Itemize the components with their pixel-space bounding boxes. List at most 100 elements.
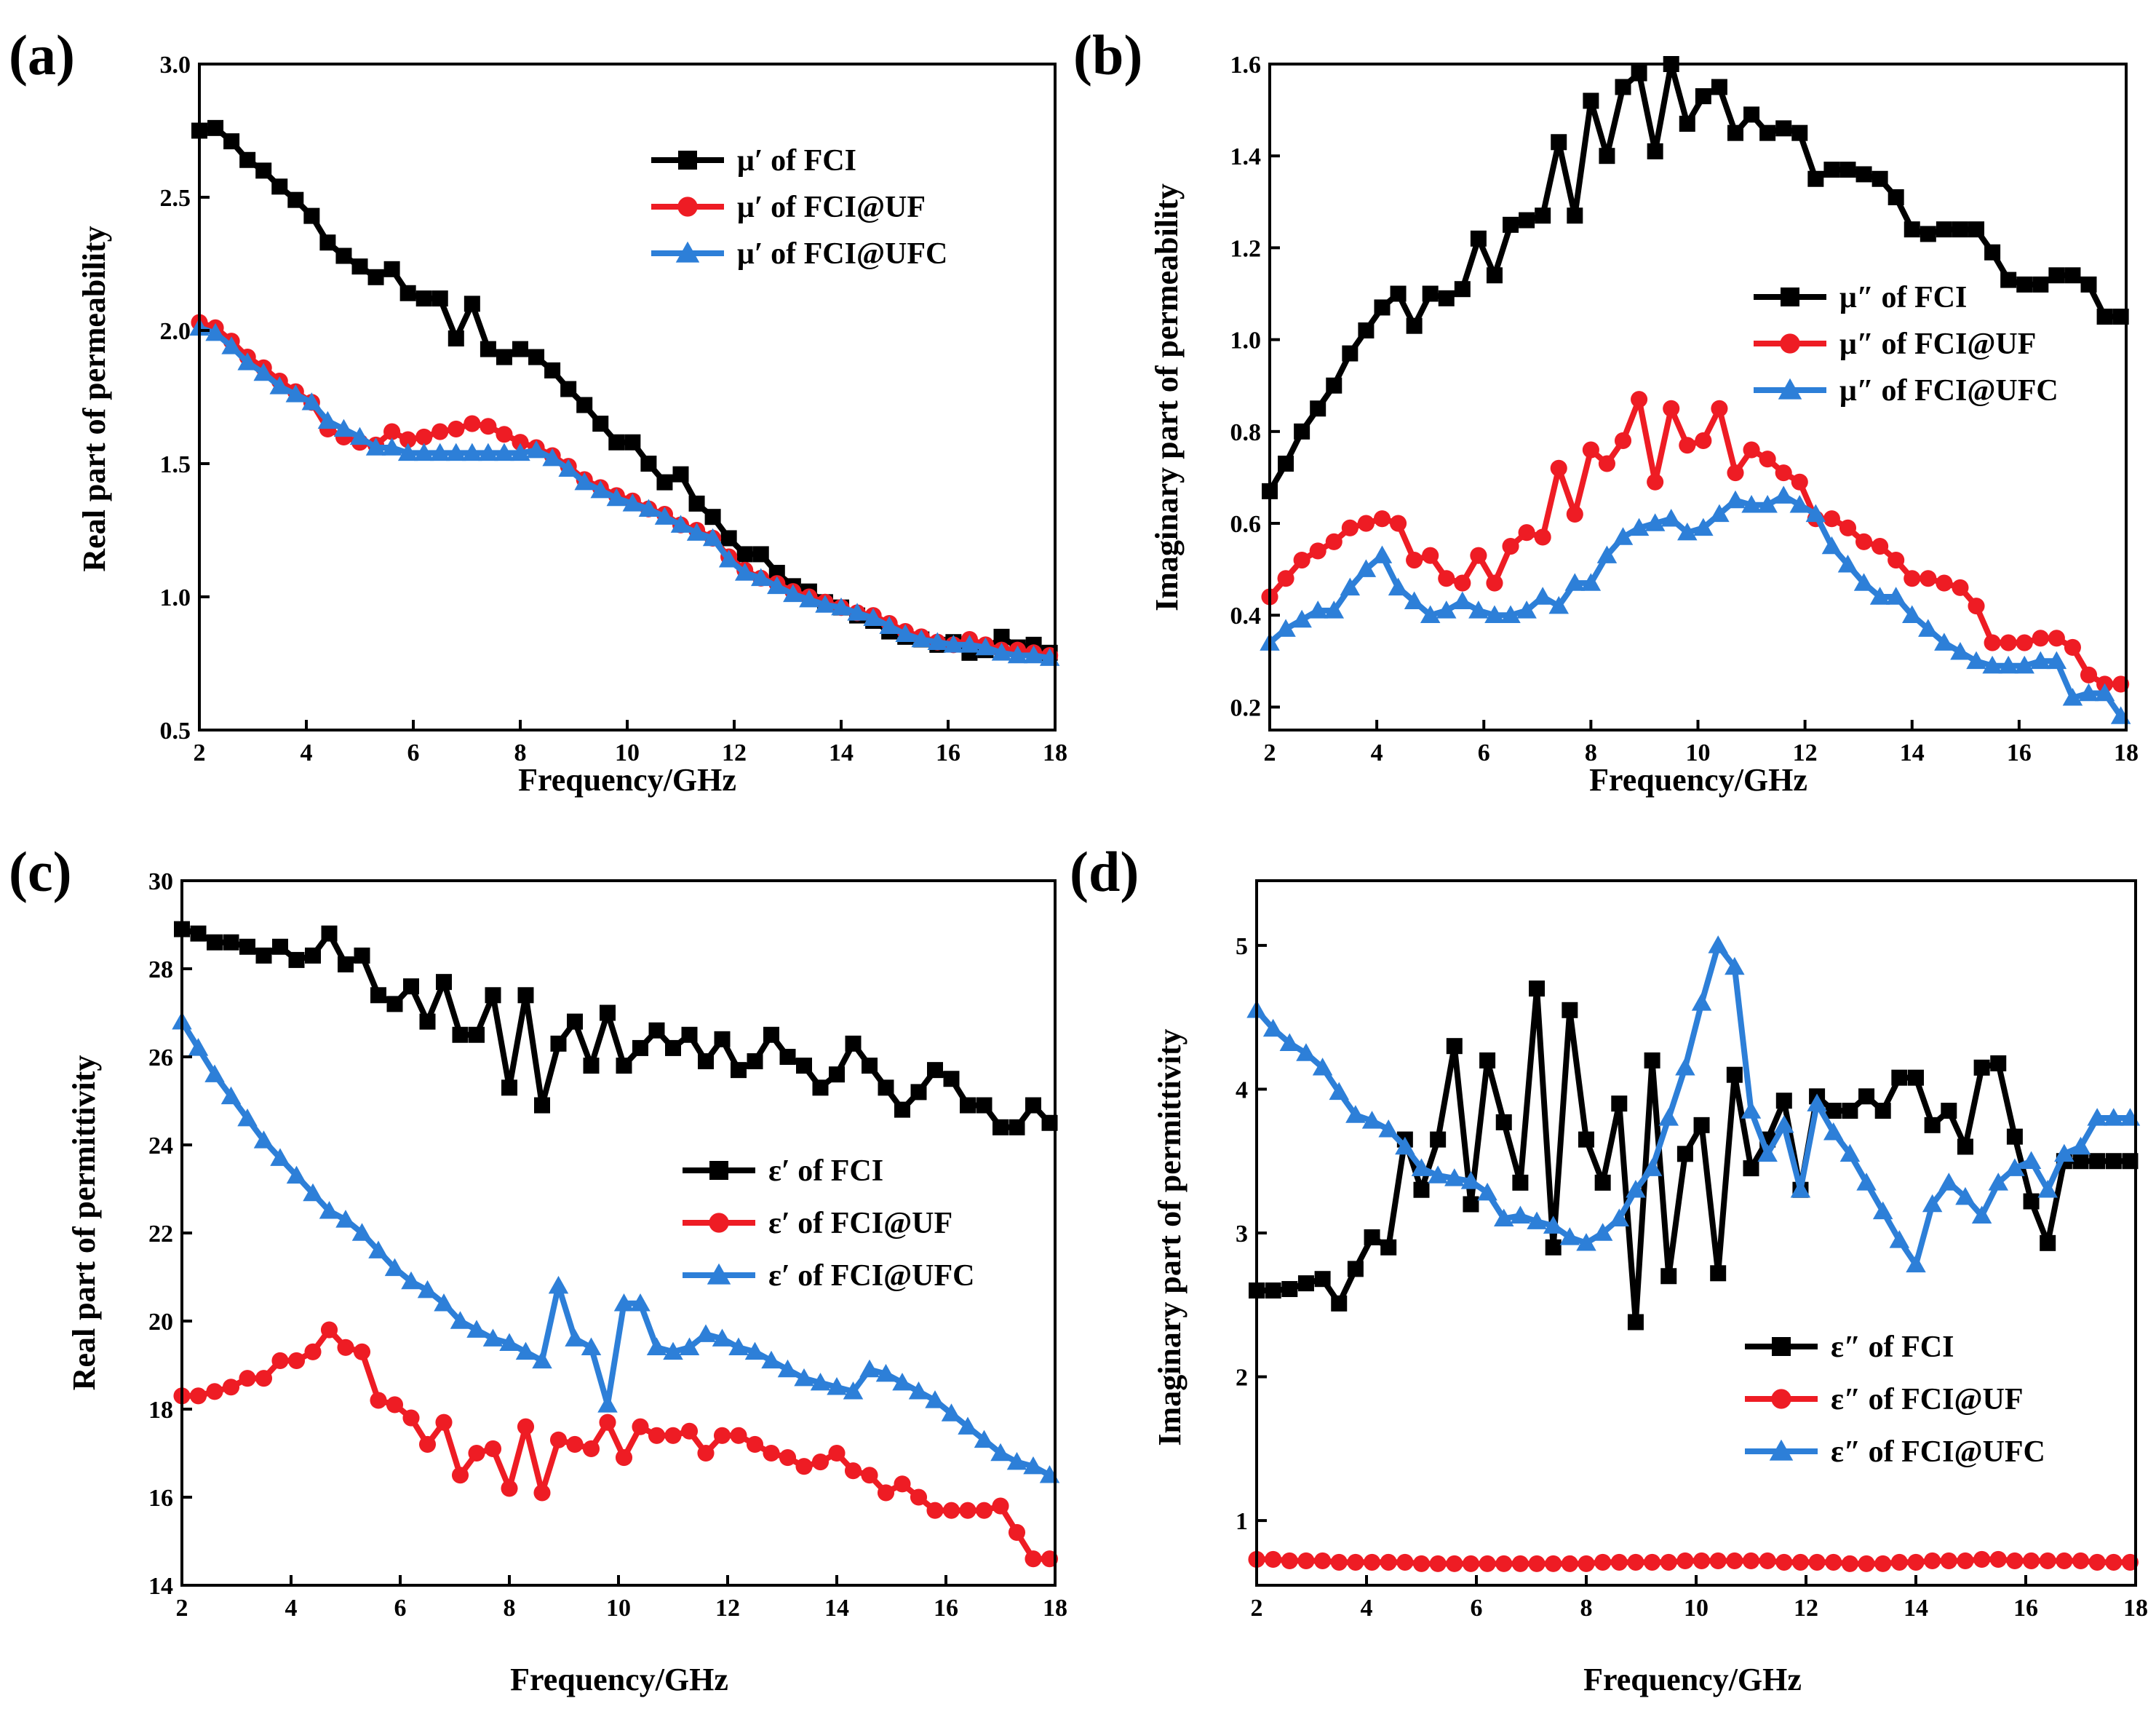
panel-a-series-0-point: [656, 474, 673, 491]
panel-d-series-1-point: [1330, 1553, 1348, 1571]
panel-c-series-2-point: [827, 1377, 847, 1395]
panel-c-series-2-point: [843, 1381, 864, 1400]
panel-b-series-0-point: [1358, 322, 1375, 338]
panel-d-series-2-point: [1329, 1082, 1349, 1101]
panel-c-series-2-point: [220, 1086, 242, 1105]
panel-d-x-tick-label: 14: [1904, 1595, 1928, 1622]
panel-c-series-1-point: [697, 1444, 715, 1462]
panel-d-series-0-point: [1726, 1066, 1743, 1083]
panel-b-series-1-point: [1518, 524, 1535, 542]
panel-a-series-2-point: [638, 499, 659, 517]
panel-b-series-0-point: [1294, 423, 1310, 440]
panel-d-series-1-point: [1973, 1550, 1991, 1568]
panel-d-series-2-point: [1757, 1143, 1778, 1162]
panel-b-series-2-point: [1516, 600, 1537, 619]
panel-b-series-0-point: [1743, 106, 1760, 123]
panel-c-series-2-point: [696, 1324, 716, 1342]
panel-c-series-0-point: [386, 996, 403, 1012]
panel-b-series-0-point: [1326, 377, 1342, 394]
panel-b-series-2-point: [1372, 545, 1393, 563]
panel-d-series-1-point: [1825, 1553, 1842, 1571]
panel-a-y-tick-label: 1.5: [160, 451, 191, 478]
panel-c-series-2-point: [990, 1443, 1011, 1462]
panel-a-series-1-point: [480, 418, 497, 435]
panel-b-series-2-point: [1918, 619, 1938, 637]
panel-d-series-0-point: [1594, 1174, 1611, 1191]
panel-b-series-0-point: [1390, 285, 1407, 302]
panel-a-series-0-point: [447, 330, 464, 346]
panel-d-series-0-point: [1775, 1093, 1792, 1109]
panel-a-series-2-point: [221, 336, 242, 354]
panel-c-series-1-point: [795, 1458, 813, 1475]
panel-c-series-2-point: [941, 1403, 962, 1421]
panel-d-series-1-point: [1314, 1552, 1332, 1569]
panel-c-legend-marker: [707, 1263, 731, 1285]
panel-d-series-2-point: [2037, 1179, 2058, 1198]
panel-d-series-2-point: [1543, 1216, 1564, 1234]
panel-d-series-1-point: [1874, 1555, 1892, 1572]
panel-a-series-0-point: [560, 381, 577, 397]
panel-c-series-2-point: [434, 1293, 454, 1312]
panel-b-series-0-point: [1888, 189, 1904, 205]
panel-d-series-1-point: [1726, 1552, 1743, 1569]
panel-d-series-0-point: [2122, 1153, 2139, 1170]
panel-a-series-2-point: [317, 411, 338, 429]
panel-a-series-0-point: [431, 290, 448, 307]
panel-a-series-2-point: [975, 637, 996, 656]
panel-b-series-1-point: [1438, 570, 1455, 587]
panel-b-y-tick-label: 0.6: [1230, 511, 1262, 538]
panel-a-label: (a): [9, 23, 75, 87]
panel-a-series-0-point: [303, 207, 320, 224]
panel-a-series-0-point: [223, 133, 240, 150]
panel-c-series-0-point: [485, 987, 501, 1004]
panel-c-series-0-point: [796, 1058, 812, 1074]
panel-c-series-1-point: [435, 1413, 453, 1431]
panel-d-series-2-point: [1345, 1105, 1366, 1123]
panel-a-legend-label: μ′ of FCI@UF: [737, 191, 926, 224]
panel-b-series-2-point: [1998, 655, 2018, 674]
panel-d-x-tick-label: 4: [1361, 1595, 1373, 1622]
panel-c-series-1-point: [320, 1321, 338, 1339]
panel-c-series-0-point: [517, 987, 534, 1004]
panel-d-x-axis-title: Frequency/GHz: [1583, 1662, 1802, 1697]
panel-d-series-2-point: [1790, 1179, 1811, 1198]
panel-b-series-1-point: [2000, 634, 2017, 651]
panel-b-y-tick-label: 0.2: [1230, 694, 1262, 721]
panel-b-series-1-point: [1566, 505, 1583, 523]
panel-d-series-1-point: [2105, 1553, 2123, 1571]
panel-c-series-0-point: [207, 934, 223, 951]
panel-a-series-0-point: [672, 466, 689, 483]
panel-a-x-tick-label: 8: [514, 739, 527, 766]
panel-a-series-2-point: [285, 384, 306, 403]
panel-b-series-2-point: [1789, 495, 1810, 513]
panel-b-series-1-point: [1952, 579, 1969, 596]
panel-d-series-0-point: [2006, 1128, 2023, 1145]
panel-b-series-0-point: [1503, 216, 1519, 233]
panel-c-series-0-point: [731, 1062, 747, 1079]
panel-b-series-1-point: [1823, 510, 1840, 528]
panel-d-series-2-point: [2021, 1151, 2042, 1169]
panel-b-series-0-point: [1310, 400, 1326, 417]
panel-d-series-1-point: [1775, 1553, 1793, 1571]
panel-a-series-2-point: [718, 550, 739, 568]
panel-d-series-2-point: [1708, 935, 1728, 953]
panel-d-series-1-point: [1940, 1552, 1957, 1569]
panel-d-series-0-point: [1446, 1038, 1463, 1055]
panel-c-series-2-point: [286, 1165, 307, 1184]
panel-d-series-2-point: [1988, 1173, 2008, 1191]
panel-d-series-1-point: [2039, 1552, 2056, 1569]
panel-d-series-1-point: [1759, 1552, 1776, 1569]
panel-d-series-2-point: [1460, 1171, 1481, 1189]
panel-b-series-1-point: [1582, 441, 1599, 459]
panel-b-x-tick-label: 12: [1793, 739, 1818, 766]
panel-a-series-2-point: [670, 515, 691, 533]
panel-d-series-2-point: [1378, 1119, 1399, 1138]
panel-d-series-2-point: [2070, 1136, 2091, 1155]
panel-b-series-2-point: [1452, 591, 1473, 610]
panel-d-series-1-point: [1858, 1555, 1875, 1572]
panel-b-series-0-point: [1936, 221, 1952, 238]
panel-d-series-0-point: [1941, 1103, 1957, 1119]
panel-b-series-0-point: [2000, 271, 2017, 288]
panel-d-series-1-point: [2023, 1552, 2040, 1569]
panel-d-series-2-point: [1626, 1179, 1646, 1198]
